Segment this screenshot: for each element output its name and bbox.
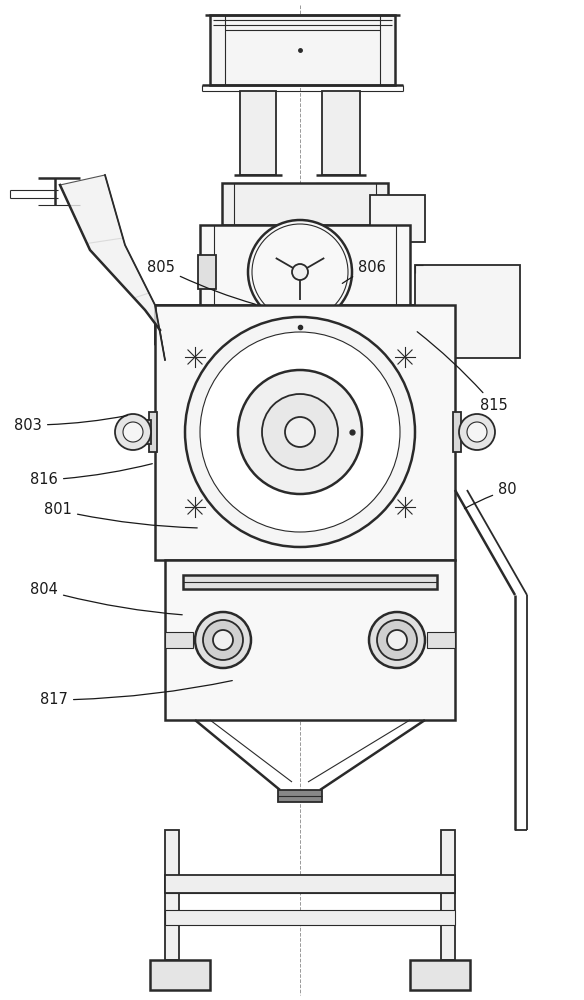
Bar [183, 575, 437, 589]
Circle shape [369, 612, 425, 668]
Circle shape [115, 414, 151, 450]
Bar [415, 265, 520, 358]
Circle shape [248, 220, 352, 324]
Circle shape [203, 620, 243, 660]
Circle shape [213, 630, 233, 650]
Text: 804: 804 [30, 582, 182, 615]
Polygon shape [60, 175, 165, 360]
Circle shape [467, 422, 487, 442]
Bar [165, 910, 455, 925]
Bar [410, 960, 470, 990]
Bar [427, 632, 455, 648]
Circle shape [195, 612, 251, 668]
Text: 815: 815 [417, 332, 507, 412]
Bar [370, 195, 425, 242]
Circle shape [262, 394, 338, 470]
Bar [441, 830, 455, 960]
Text: 816: 816 [30, 464, 152, 488]
Circle shape [185, 317, 415, 547]
Polygon shape [410, 305, 455, 345]
Bar [165, 632, 193, 648]
Bar [165, 560, 455, 720]
Bar [198, 255, 216, 289]
Bar [222, 183, 388, 225]
Bar [137, 420, 151, 444]
Circle shape [123, 422, 143, 442]
Circle shape [459, 414, 495, 450]
Bar [200, 225, 410, 305]
Circle shape [200, 332, 400, 532]
Circle shape [377, 620, 417, 660]
Text: 801: 801 [44, 502, 197, 528]
Circle shape [387, 630, 407, 650]
Text: 805: 805 [147, 259, 255, 304]
Bar [165, 875, 455, 893]
Bar [165, 830, 179, 960]
Polygon shape [155, 305, 200, 345]
Text: 80: 80 [464, 483, 517, 509]
Bar [210, 15, 395, 85]
Circle shape [292, 264, 308, 280]
Bar [278, 790, 322, 802]
Bar [322, 91, 360, 175]
Text: 817: 817 [40, 681, 232, 708]
Bar [155, 305, 455, 560]
Text: 803: 803 [14, 416, 127, 432]
Circle shape [285, 417, 315, 447]
Bar [150, 960, 210, 990]
Circle shape [238, 370, 362, 494]
Text: 806: 806 [342, 259, 386, 283]
Bar [453, 412, 461, 452]
Bar [240, 91, 276, 175]
Bar [149, 412, 157, 452]
